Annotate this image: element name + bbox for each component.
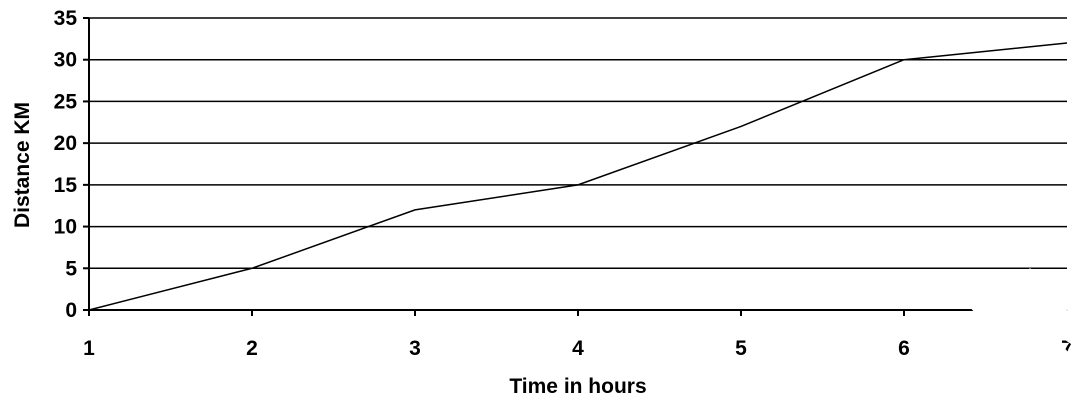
gridlines	[89, 17, 1067, 270]
y-tick-labels: 0 5 10 15 20 25 30 35	[54, 7, 78, 322]
y-tick-label: 15	[54, 174, 78, 197]
x-tick-label: 2	[246, 337, 258, 360]
axis-titles: Time in hours Distance KM	[11, 102, 647, 398]
y-tick-label: 30	[54, 49, 77, 72]
x-tick-label: 3	[409, 337, 421, 360]
x-tick-label: 7	[1061, 337, 1071, 360]
y-axis-title: Distance KM	[11, 102, 34, 228]
watermark-stroke-left	[960, 270, 1071, 400]
x-tick-label: 4	[572, 337, 584, 360]
x-tick-labels: 1 2 3 4 5 6 7	[83, 337, 1071, 360]
y-tick-label: 20	[54, 132, 77, 155]
x-axis-title: Time in hours	[509, 375, 646, 398]
x-tick-label: 5	[735, 337, 747, 360]
x-tick-label: 6	[898, 337, 910, 360]
watermark	[960, 268, 1071, 400]
axes	[83, 17, 1068, 316]
y-tick-label: 10	[54, 216, 77, 239]
x-tick-label: 1	[83, 337, 95, 360]
series-line	[88, 42, 1068, 311]
y-tick-label: 0	[65, 299, 77, 322]
y-tick-label: 25	[54, 90, 78, 113]
watermark-stroke-right	[1000, 268, 1071, 344]
y-tick-label: 35	[54, 7, 78, 30]
series-layer	[88, 42, 1068, 311]
y-tick-label: 5	[65, 257, 77, 280]
